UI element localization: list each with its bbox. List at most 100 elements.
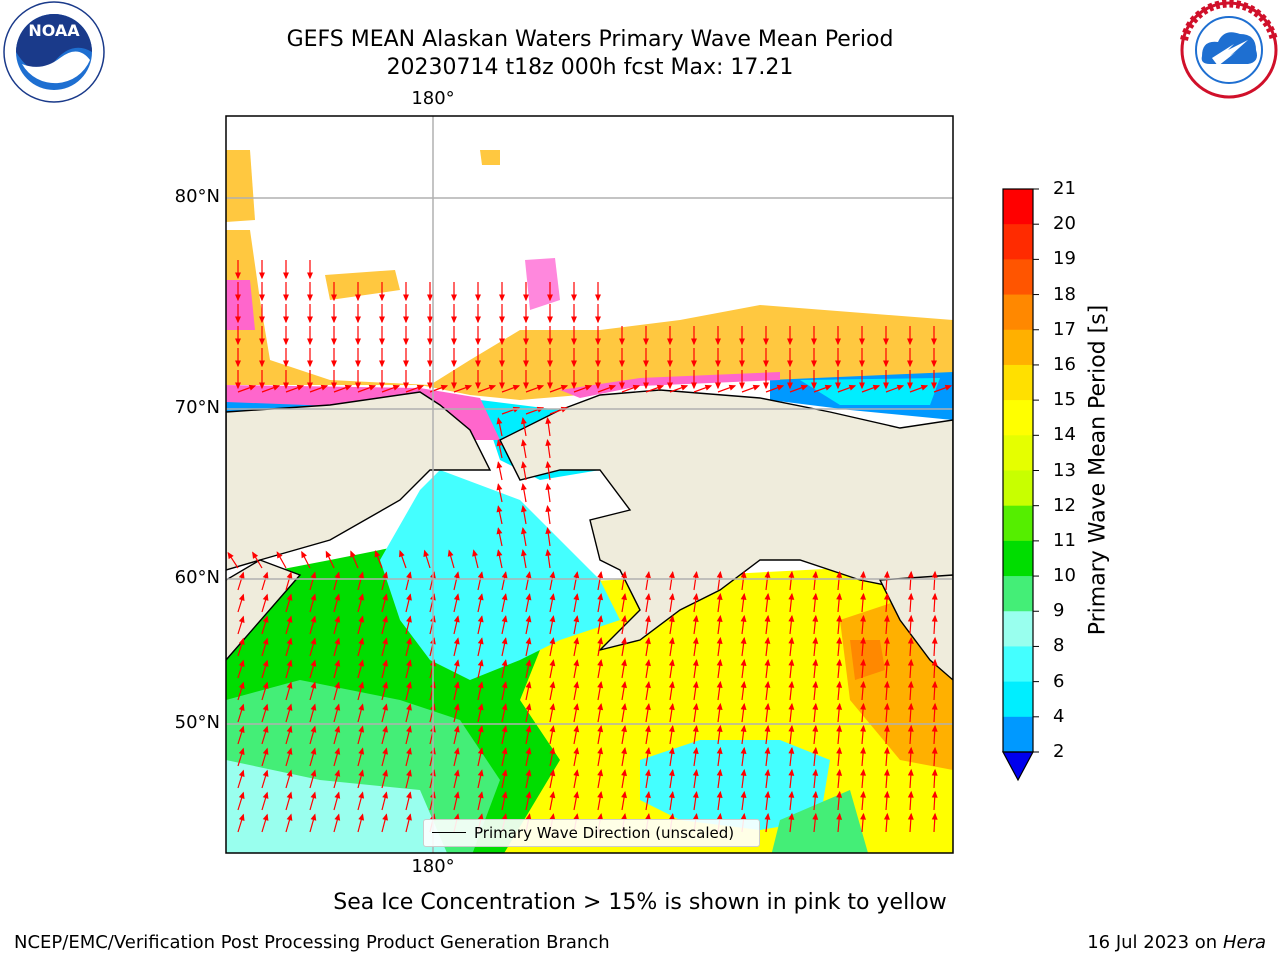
wave-arrowhead [836, 658, 843, 666]
wave-arrowhead [262, 813, 269, 821]
wave-arrowhead [520, 549, 527, 557]
wave-arrowhead [907, 614, 914, 622]
wave-arrowhead [331, 360, 337, 368]
wave-arrowhead [423, 549, 430, 557]
colorbar-tick-label: 13 [1053, 459, 1076, 481]
wave-arrowhead [355, 294, 361, 302]
colorbar-tick-label: 2 [1053, 741, 1065, 762]
colorbar-bin [1003, 224, 1033, 260]
wave-arrowhead [704, 384, 713, 391]
wave-arrowhead [883, 636, 890, 644]
wave-arrowhead [883, 658, 890, 666]
wave-arrowhead [896, 384, 905, 391]
wave-arrowhead [272, 384, 281, 391]
wave-arrowhead [788, 636, 795, 644]
wave-arrowhead [621, 725, 628, 733]
colorbar-tick-label: 15 [1053, 389, 1076, 411]
wave-arrowhead [549, 725, 556, 733]
wave-arrowhead [496, 483, 503, 491]
wave-arrowhead [883, 360, 889, 368]
wave-arrowhead [499, 360, 505, 368]
wave-arrowhead [286, 659, 293, 667]
wave-arrowhead [248, 384, 257, 391]
wave-arrowhead [883, 724, 890, 732]
wave-arrowhead [477, 769, 484, 777]
wave-arrowhead [788, 680, 795, 688]
wave-arrowhead [859, 338, 865, 346]
wave-arrowhead [358, 681, 365, 689]
wave-arrowhead [776, 384, 785, 391]
wave-arrowhead [549, 769, 556, 777]
wave-arrowhead [692, 680, 699, 689]
wave-arrowhead [334, 637, 341, 645]
wave-arrowhead [310, 747, 317, 755]
wave-arrowhead [573, 571, 580, 579]
wave-arrowhead [355, 360, 361, 368]
wave-arrowhead [475, 338, 481, 346]
wave-arrowhead [545, 416, 552, 425]
wave-arrowhead [453, 637, 460, 645]
wave-arrowhead [907, 702, 914, 710]
wave-arrowhead [645, 680, 651, 689]
wave-arrowhead [692, 790, 699, 799]
wave-arrowhead [286, 593, 293, 601]
wave-arrowhead [301, 550, 307, 559]
wave-arrowhead [286, 813, 293, 821]
colorbar-bin [1003, 576, 1033, 612]
field-cyan-beaufort [800, 378, 940, 405]
sea-ice-note: Sea Ice Concentration > 15% is shown in … [333, 890, 947, 915]
wave-arrowhead [668, 680, 675, 689]
field-green-south [771, 790, 868, 853]
wave-arrowhead [262, 681, 269, 689]
wave-arrowhead [475, 360, 481, 368]
lon-label-bottom: 180° [411, 856, 455, 877]
wave-arrowhead [358, 637, 365, 645]
wave-arrowhead [931, 592, 938, 600]
wave-arrowhead [643, 338, 649, 346]
wave-arrowhead [286, 615, 293, 623]
wave-arrowhead [931, 680, 938, 688]
wave-arrowhead [238, 769, 245, 777]
wave-arrowhead [800, 384, 809, 391]
wave-arrowhead [788, 702, 795, 710]
wave-arrowhead [824, 384, 833, 391]
wave-arrowhead [621, 593, 628, 601]
wave-arrowhead [355, 316, 361, 324]
wave-arrowhead [310, 769, 317, 777]
graticule [226, 116, 953, 853]
wave-arrowhead [907, 360, 913, 368]
wave-arrowhead [477, 703, 484, 711]
wave-arrowhead [545, 526, 552, 535]
wave-arrowhead [238, 813, 245, 821]
wave-arrowhead [320, 384, 329, 391]
wave-arrowhead [860, 592, 866, 600]
wave-arrowhead [451, 338, 457, 346]
colorbar-bin [1003, 681, 1033, 718]
wave-arrowhead [811, 338, 817, 346]
wave-arrowhead [645, 724, 651, 733]
wave-arrowhead [368, 384, 377, 391]
wave-arrowhead [716, 636, 723, 645]
wave-arrowhead [836, 746, 843, 754]
wave-arrowhead [262, 791, 269, 799]
wave-arrowhead [595, 294, 601, 302]
wave-arrowhead [525, 725, 532, 733]
wave-arrowhead [907, 570, 914, 578]
wave-arrowhead [283, 338, 289, 346]
wave-arrowhead [812, 614, 819, 622]
colorbar-tick-label: 4 [1053, 705, 1065, 727]
wave-arrowhead [764, 790, 771, 798]
wave-arrowhead [716, 570, 723, 579]
wave-arrowhead [621, 681, 628, 689]
wave-arrowhead [787, 360, 793, 368]
wave-arrowhead [692, 592, 699, 601]
wave-arrowhead [931, 382, 937, 390]
wave-arrowhead [836, 812, 843, 820]
wave-arrowhead [645, 768, 651, 777]
wave-arrowhead [883, 812, 890, 820]
wave-arrowhead [525, 593, 532, 601]
wave-arrowhead [812, 570, 819, 578]
wave-arrowhead [399, 549, 405, 558]
sea-ice-pink-edge-east [560, 372, 780, 398]
wave-arrowhead [859, 382, 865, 390]
